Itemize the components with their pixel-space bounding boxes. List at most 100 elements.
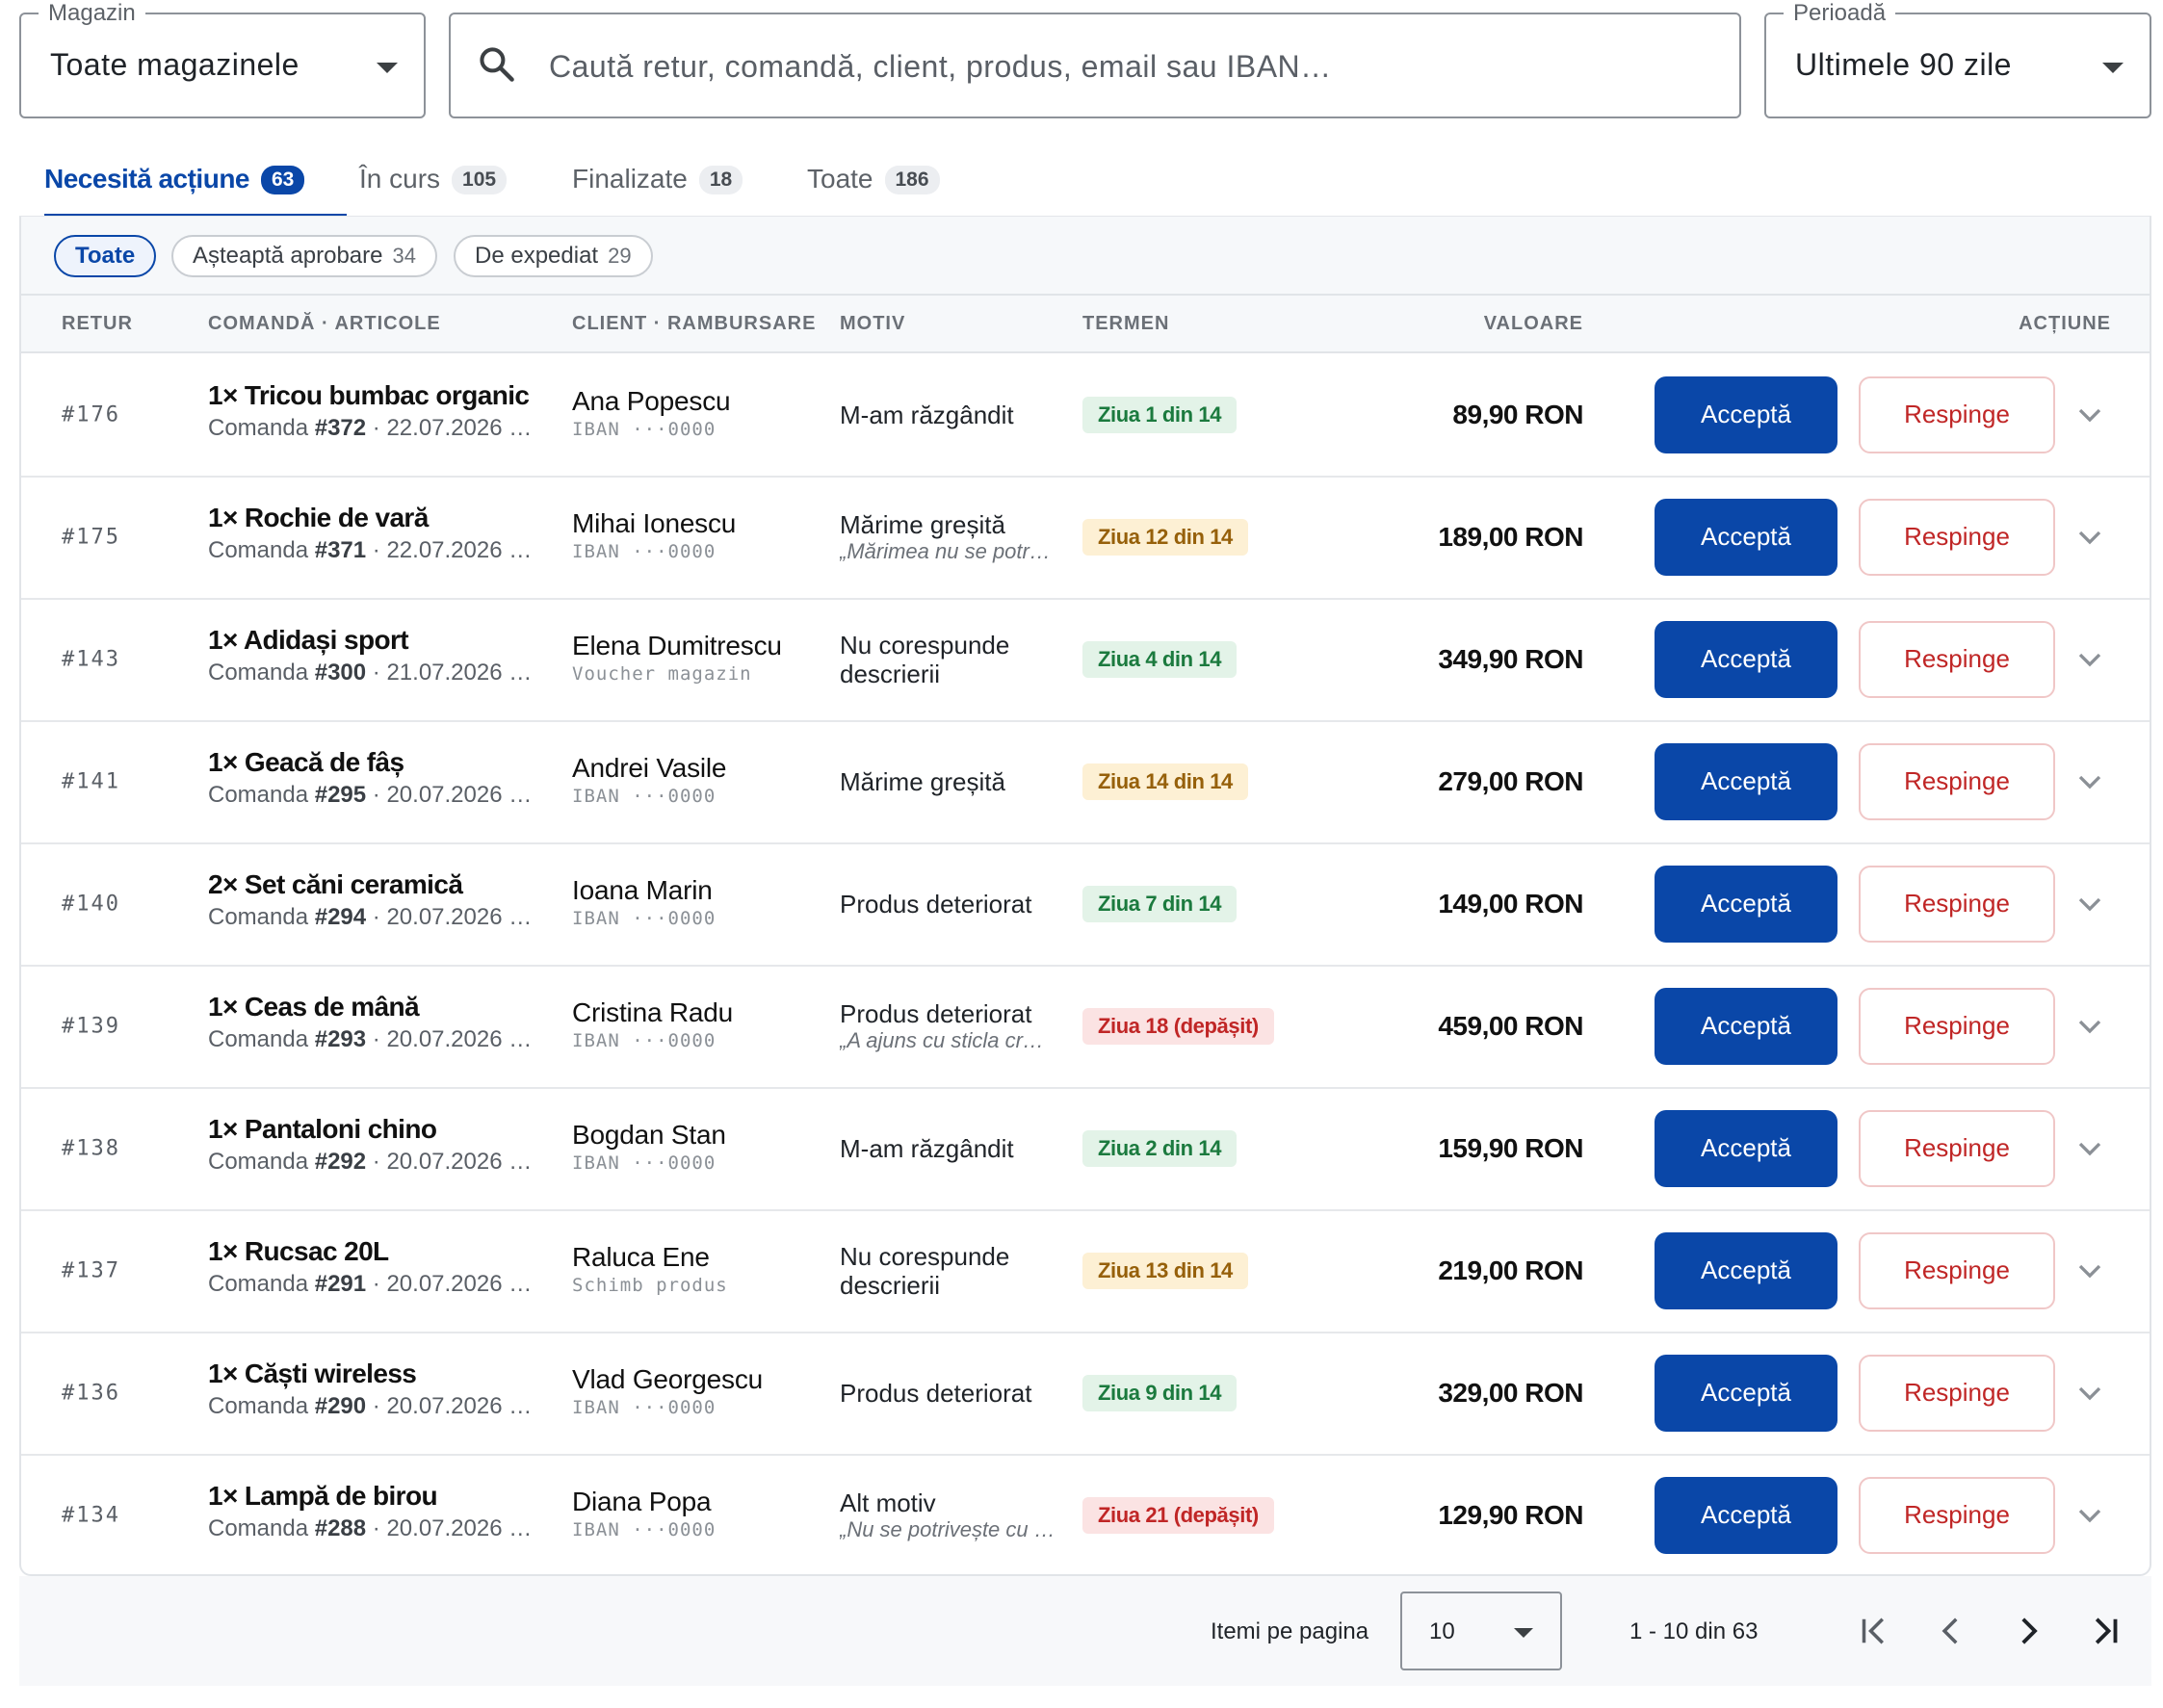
return-id[interactable]: #139	[62, 1014, 120, 1038]
accept-button[interactable]: Acceptă	[1655, 375, 1837, 453]
return-id[interactable]: #143	[62, 647, 120, 671]
table-row[interactable]: #141 1× Geacă de fâș Comanda #295 · 20.07.…	[21, 720, 2150, 844]
chevron-down-icon[interactable]	[2071, 1007, 2109, 1046]
order-number-link[interactable]: #294	[314, 904, 367, 930]
return-id[interactable]: #175	[62, 525, 120, 549]
table-row[interactable]: #143 1× Adidași sport Comanda #300 · 21.07…	[21, 598, 2150, 722]
order-number-link[interactable]: #372	[314, 415, 367, 441]
chevron-down-icon[interactable]	[2071, 1252, 2109, 1290]
next-page-icon[interactable]	[2008, 1611, 2048, 1651]
order-number-link[interactable]: #295	[314, 782, 367, 808]
order-info: Comanda #290 · 20.07.2026 …	[208, 1393, 532, 1420]
table-row[interactable]: #134 1× Lampă de birou Comanda #288 · 20.0…	[21, 1454, 2150, 1574]
chevron-down-icon[interactable]	[2071, 1374, 2109, 1412]
order-number-link[interactable]: #293	[314, 1026, 367, 1052]
return-id[interactable]: #138	[62, 1136, 120, 1160]
return-value: 279,00 RON	[1438, 765, 1583, 796]
return-id[interactable]: #137	[62, 1258, 120, 1282]
column-header-term[interactable]: TERMEN	[1082, 313, 1170, 334]
search-icon	[480, 47, 514, 82]
accept-button[interactable]: Acceptă	[1655, 865, 1837, 943]
order-number-link[interactable]: #292	[314, 1149, 367, 1175]
order-number-link[interactable]: #291	[314, 1271, 367, 1297]
refund-method: IBAN ···0000	[572, 1152, 717, 1174]
table-row[interactable]: #138 1× Pantaloni chino Comanda #292 · 20.…	[21, 1087, 2150, 1211]
table-row[interactable]: #137 1× Rucsac 20L Comanda #291 · 20.07.20…	[21, 1209, 2150, 1333]
chevron-down-icon[interactable]	[2071, 1496, 2109, 1535]
chevron-down-icon[interactable]	[2071, 396, 2109, 434]
tab-completed[interactable]: Finalizate 18	[572, 156, 743, 216]
table-row[interactable]: #136 1× Căști wireless Comanda #290 · 20.0…	[21, 1332, 2150, 1456]
chevron-down-icon[interactable]	[2071, 763, 2109, 801]
order-info: Comanda #294 · 20.07.2026 …	[208, 904, 532, 931]
order-number-link[interactable]: #300	[314, 660, 367, 686]
tab-all[interactable]: Toate 186	[807, 156, 940, 216]
page-size-select[interactable]: 10	[1400, 1592, 1562, 1670]
client-name: Bogdan Stan	[572, 1120, 726, 1150]
reject-button[interactable]: Respinge	[1859, 865, 2055, 943]
chip-all[interactable]: Toate	[54, 235, 157, 277]
chevron-down-icon[interactable]	[2071, 1129, 2109, 1168]
tab-needs-action[interactable]: Necesită acțiune 63	[44, 156, 347, 218]
return-value: 159,90 RON	[1438, 1132, 1583, 1163]
accept-button[interactable]: Acceptă	[1655, 620, 1837, 698]
search-field[interactable]	[449, 13, 1741, 118]
column-header-order[interactable]: COMANDĂ · ARTICOLE	[208, 313, 441, 334]
deadline-badge: Ziua 18 (depășit)	[1082, 1007, 1274, 1045]
return-id[interactable]: #176	[62, 402, 120, 427]
table-row[interactable]: #140 2× Set căni ceramică Comanda #294 · 2…	[21, 842, 2150, 967]
column-header-client[interactable]: CLIENT · RAMBURSARE	[572, 313, 817, 334]
store-select[interactable]: Magazin Toate magazinele	[19, 0, 426, 118]
reason-text: Alt motiv	[840, 1488, 936, 1517]
accept-button[interactable]: Acceptă	[1655, 1109, 1837, 1187]
order-number-link[interactable]: #290	[314, 1393, 367, 1419]
accept-button[interactable]: Acceptă	[1655, 1354, 1837, 1432]
reject-button[interactable]: Respinge	[1859, 375, 2055, 453]
chip-awaiting-approval[interactable]: Așteaptă aprobare 34	[171, 235, 437, 277]
return-id[interactable]: #134	[62, 1503, 120, 1527]
reason-note: „Nu se potrivește cu …	[840, 1516, 1055, 1541]
order-date: · 20.07.2026 …	[366, 1149, 533, 1175]
accept-button[interactable]: Acceptă	[1655, 742, 1837, 820]
pagination: Itemi pe pagina 10 1 - 10 din 63	[19, 1576, 2151, 1686]
return-id[interactable]: #141	[62, 769, 120, 793]
reason-note: „Mărimea nu se potr…	[840, 538, 1051, 563]
table-row[interactable]: #175 1× Rochie de vară Comanda #371 · 22.0…	[21, 476, 2150, 600]
reject-button[interactable]: Respinge	[1859, 498, 2055, 576]
order-date: · 20.07.2026 …	[366, 904, 533, 930]
reject-button[interactable]: Respinge	[1859, 1109, 2055, 1187]
table-row[interactable]: #139 1× Ceas de mână Comanda #293 · 20.07.…	[21, 965, 2150, 1089]
reject-button[interactable]: Respinge	[1859, 1354, 2055, 1432]
return-reason: Nu corespunde descrierii	[840, 631, 1061, 688]
previous-page-icon[interactable]	[1931, 1611, 1971, 1651]
return-reason: M-am răzgândit	[840, 401, 1061, 429]
reject-button[interactable]: Respinge	[1859, 620, 2055, 698]
chevron-down-icon[interactable]	[2071, 885, 2109, 923]
client-name: Cristina Radu	[572, 997, 734, 1027]
reject-button[interactable]: Respinge	[1859, 1231, 2055, 1309]
last-page-icon[interactable]	[2085, 1611, 2125, 1651]
order-number-link[interactable]: #371	[314, 537, 367, 563]
search-input[interactable]	[547, 39, 1707, 93]
accept-button[interactable]: Acceptă	[1655, 1231, 1837, 1309]
period-select[interactable]: Perioadă Ultimele 90 zile	[1764, 0, 2151, 118]
return-reason: Produs deteriorat „A ajuns cu sticla cr…	[840, 999, 1061, 1053]
chevron-down-icon[interactable]	[2071, 640, 2109, 679]
first-page-icon[interactable]	[1854, 1611, 1894, 1651]
accept-button[interactable]: Acceptă	[1655, 498, 1837, 576]
column-header-value[interactable]: VALOARE	[1483, 313, 1583, 334]
chevron-down-icon[interactable]	[2071, 518, 2109, 556]
reject-button[interactable]: Respinge	[1859, 1476, 2055, 1554]
column-header-retur[interactable]: RETUR	[62, 313, 133, 334]
chip-to-ship[interactable]: De expediat 29	[454, 235, 653, 277]
return-id[interactable]: #140	[62, 892, 120, 916]
tab-in-progress[interactable]: În curs 105	[359, 156, 508, 216]
reject-button[interactable]: Respinge	[1859, 987, 2055, 1065]
order-number-link[interactable]: #288	[314, 1515, 367, 1541]
accept-button[interactable]: Acceptă	[1655, 1476, 1837, 1554]
column-header-reason[interactable]: MOTIV	[840, 313, 906, 334]
table-row[interactable]: #176 1× Tricou bumbac organic Comanda #372…	[21, 353, 2150, 478]
return-id[interactable]: #136	[62, 1381, 120, 1405]
accept-button[interactable]: Acceptă	[1655, 987, 1837, 1065]
reject-button[interactable]: Respinge	[1859, 742, 2055, 820]
